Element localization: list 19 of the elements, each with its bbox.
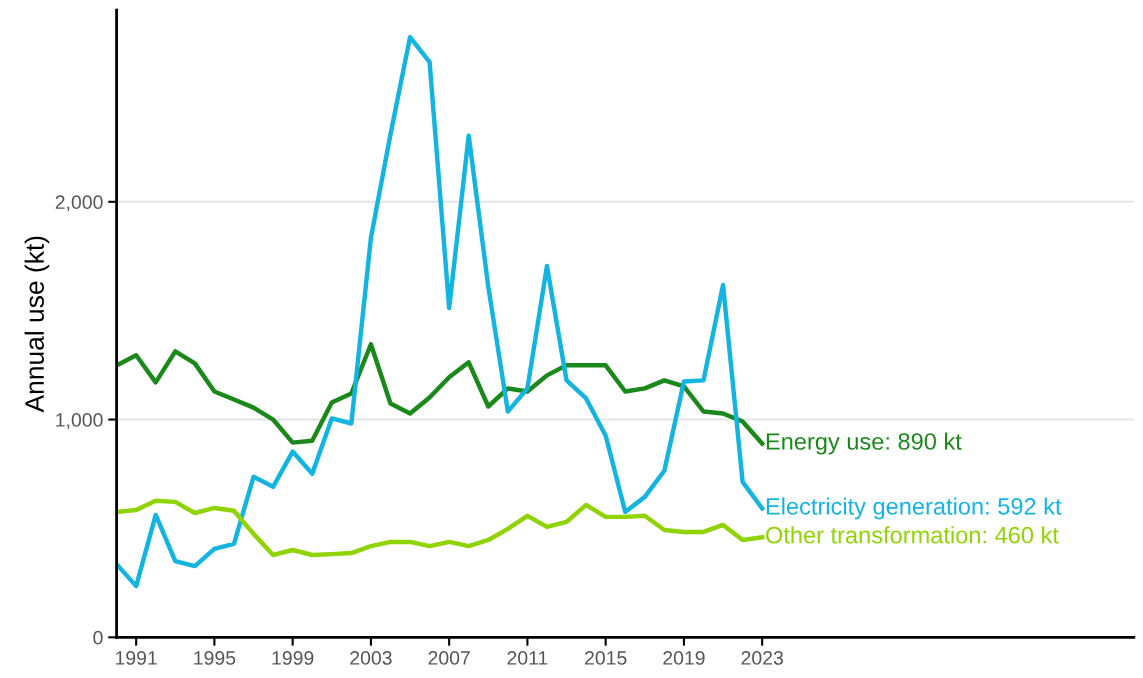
line-series bbox=[116, 498, 765, 558]
x-tick-label: 1991 bbox=[116, 651, 157, 665]
y-tick-label: 1,000 bbox=[56, 413, 103, 430]
x-tick-label: 1999 bbox=[272, 651, 314, 665]
y-tick-label: 2,000 bbox=[55, 195, 103, 212]
annotation: Other transformation: 460 kt bbox=[766, 526, 1059, 544]
line-series bbox=[116, 34, 765, 589]
x-tick-label: 2019 bbox=[663, 651, 705, 665]
x-tick-label: 2011 bbox=[507, 651, 548, 665]
y-tick-label: 0 bbox=[93, 630, 103, 645]
line-series bbox=[116, 341, 765, 446]
x-tick-label: 2007 bbox=[428, 651, 470, 665]
x-tick-label: 2015 bbox=[585, 651, 627, 665]
y-axis-title: Annual use (kt) bbox=[24, 236, 50, 413]
x-tick-label: 2023 bbox=[741, 651, 783, 665]
annotation: Energy use: 890 kt bbox=[766, 432, 962, 455]
x-tick-label: 1995 bbox=[194, 651, 236, 665]
annotation: Electricity generation: 592 kt bbox=[766, 497, 1062, 520]
x-tick-label: 2003 bbox=[350, 651, 392, 665]
